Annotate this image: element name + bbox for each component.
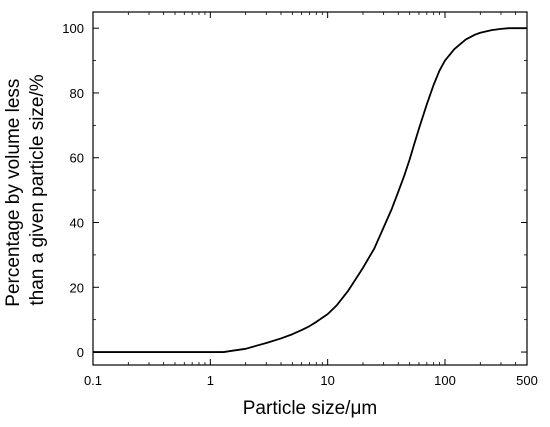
y-tick-label: 100 xyxy=(62,21,84,36)
y-tick-label: 40 xyxy=(70,216,84,231)
y-axis-label: Percentage by volume less than a given p… xyxy=(3,73,48,306)
x-tick-label: 1 xyxy=(207,373,214,388)
x-axis-label: Particle size/μm xyxy=(243,398,377,419)
plot-frame xyxy=(92,11,528,366)
x-tick-label: 500 xyxy=(516,373,538,388)
x-tick-label: 10 xyxy=(320,373,334,388)
y-tick-label: 0 xyxy=(77,345,84,360)
y-axis-ticks: 0 20 40 60 80 100 xyxy=(62,21,527,360)
y-tick-label: 60 xyxy=(70,151,84,166)
x-tick-label: 0.1 xyxy=(84,373,102,388)
y-tick-label: 80 xyxy=(70,86,84,101)
y-axis-label-line-1: Percentage by volume less xyxy=(3,79,24,307)
y-axis-label-line-2: than a given particle size/% xyxy=(27,74,48,305)
x-tick-label: 100 xyxy=(434,373,456,388)
cumulative-distribution-line xyxy=(93,27,527,353)
y-tick-label: 20 xyxy=(70,280,84,295)
x-axis-ticks: 0.1 1 10 100 500 xyxy=(84,12,538,388)
